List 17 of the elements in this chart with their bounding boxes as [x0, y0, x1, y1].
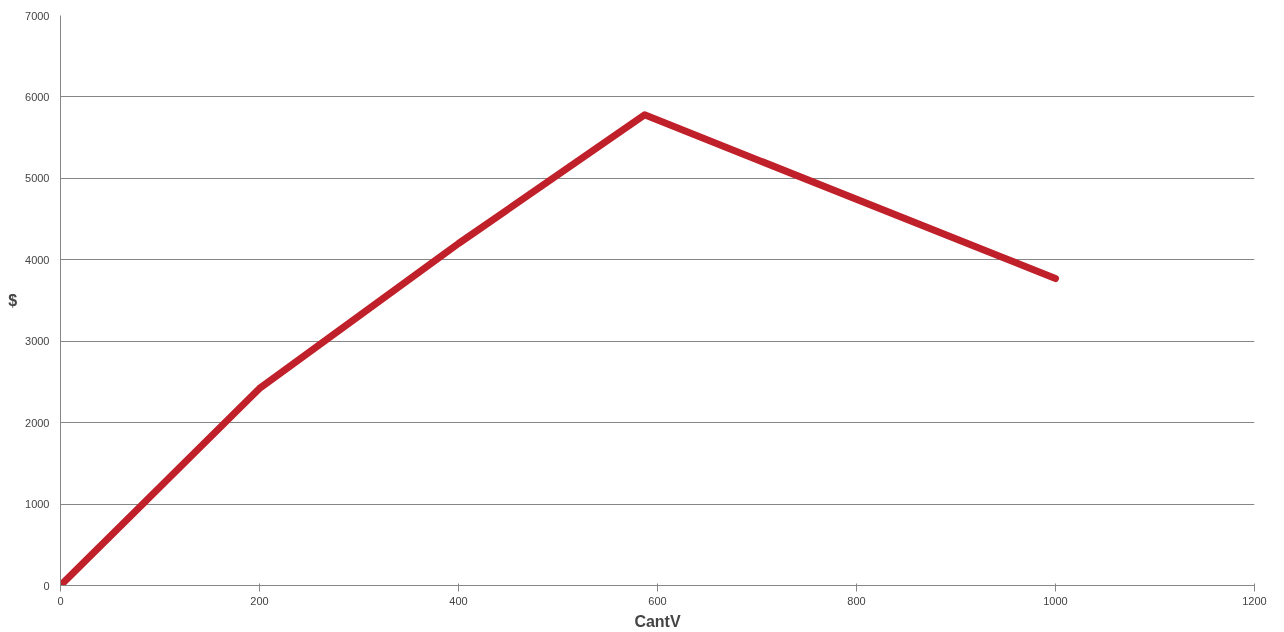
x-tick-label: 200: [250, 594, 269, 607]
y-tick-label: 1000: [25, 498, 50, 511]
x-tick-label: 1200: [1242, 594, 1267, 607]
y-tick-label: 0: [43, 579, 50, 592]
x-tick-label: 600: [648, 594, 667, 607]
x-tick-label: 800: [847, 594, 866, 607]
x-tick-label: 400: [449, 594, 468, 607]
y-tick-label: 5000: [25, 172, 50, 185]
y-tick-label: 3000: [25, 335, 50, 348]
x-tick-label: 1000: [1043, 594, 1068, 607]
x-axis-title: CantV: [634, 612, 681, 630]
x-tick-label: 0: [57, 594, 64, 607]
y-tick-label: 6000: [25, 90, 50, 103]
y-tick-label: 2000: [25, 416, 50, 429]
y-tick-label: 4000: [25, 253, 50, 266]
y-axis-title: $: [8, 292, 18, 309]
y-tick-label: 7000: [25, 9, 50, 22]
